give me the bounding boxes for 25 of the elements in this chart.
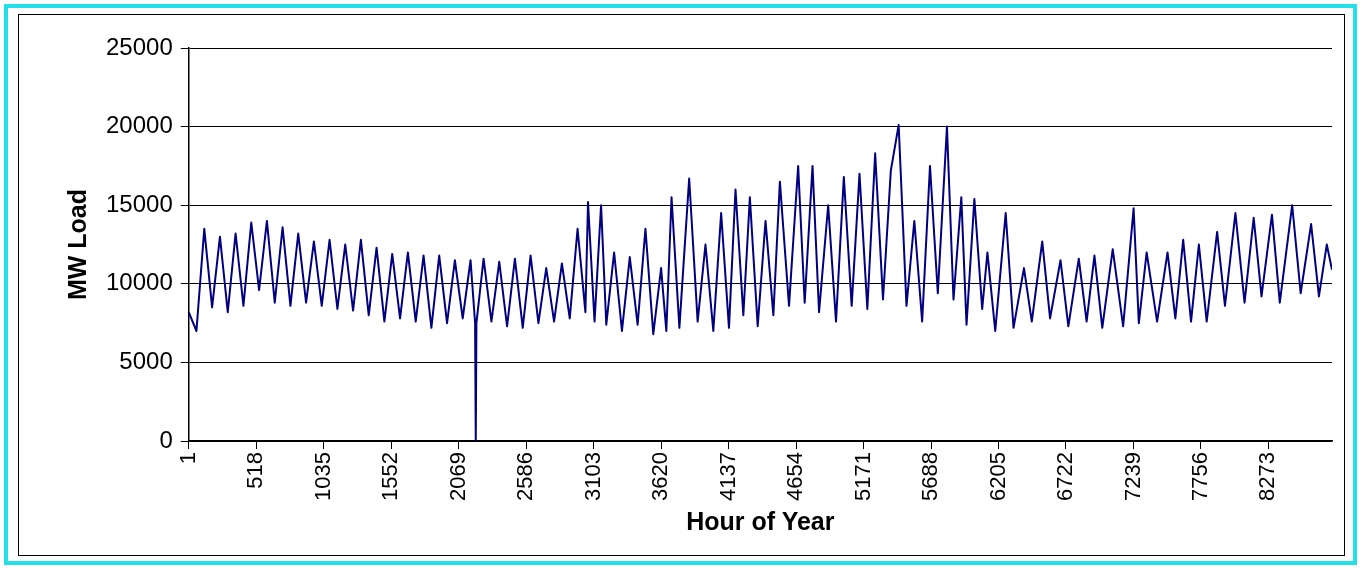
- y-axis-title: MW Load: [62, 188, 91, 301]
- y-tick-label: 10000: [105, 268, 173, 296]
- y-tick-label: 20000: [105, 111, 173, 139]
- y-tick-label: 25000: [105, 32, 173, 60]
- x-tick-label: 6722: [1052, 452, 1078, 502]
- x-tick-label: 8273: [1254, 452, 1280, 502]
- x-tick-label: 7239: [1119, 452, 1145, 502]
- x-tick-label: 6205: [984, 452, 1010, 502]
- y-tick-label: 5000: [119, 347, 173, 375]
- x-tick-label: 2069: [444, 452, 470, 502]
- x-tick-label: 3103: [579, 452, 605, 502]
- x-tick-label: 518: [242, 452, 268, 489]
- y-tick-label: 15000: [105, 189, 173, 217]
- x-tick-label: 7756: [1187, 452, 1213, 502]
- x-tick-label: 4137: [714, 452, 740, 502]
- x-tick-label: 3620: [647, 452, 673, 502]
- x-axis-title: Hour of Year: [686, 506, 835, 535]
- x-tick-label: 2586: [512, 452, 538, 502]
- x-tick-label: 1: [174, 452, 200, 465]
- x-tick-label: 4654: [782, 452, 808, 502]
- x-tick-label: 1552: [377, 452, 403, 502]
- y-tick-label: 0: [159, 425, 173, 453]
- x-tick-label: 5688: [917, 452, 943, 502]
- x-tick-label: 1035: [309, 452, 335, 502]
- x-tick-label: 5171: [849, 452, 875, 502]
